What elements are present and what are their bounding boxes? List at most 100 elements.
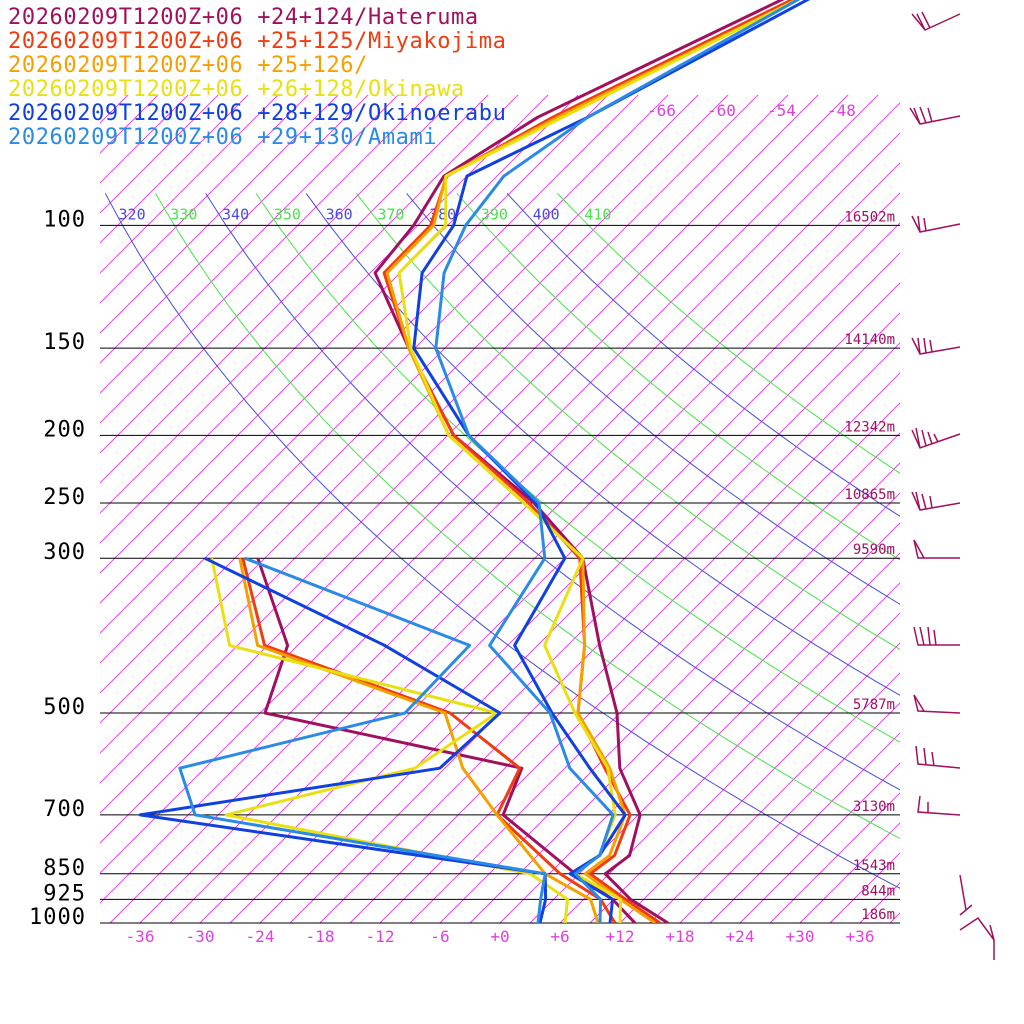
dry-adiabat [205,193,900,791]
theta-label: 360 [326,205,353,223]
height-label: 10865m [844,487,895,503]
dewpoint-line [138,556,548,923]
wind-barb [911,427,961,449]
pressure-label: 300 [43,540,86,565]
wind-barb [913,539,960,559]
pressure-lines [100,224,900,924]
height-label: 1543m [853,858,895,874]
wind-barb [915,745,961,769]
wind-barbs [909,11,995,960]
dry-adiabat [104,193,900,889]
wind-barb [913,694,961,714]
height-label: 12342m [844,419,895,435]
isotherm [0,0,5,923]
temperature-label: -30 [186,927,215,946]
pressure-label: 250 [43,485,86,510]
height-label: 186m [861,907,895,923]
isotherm [100,95,309,304]
isotherm [100,95,369,364]
dry-adiabat [356,193,900,650]
isotherm-label: -66 [647,101,676,120]
pressure-label: 1000 [29,905,86,930]
temperature-label: +36 [846,927,875,946]
dewpoint-line [238,557,600,923]
temperature-label: +18 [666,927,695,946]
wind-barb [959,916,995,960]
height-label: 14140m [844,332,895,348]
height-label: 16502m [844,209,895,225]
isotherm [799,822,900,923]
isotherm [889,912,900,923]
legend-entry: 20260209T1200Z+06 +25+126/ [8,53,368,78]
isotherm [469,492,900,923]
isotherm-label: -54 [767,101,796,120]
wind-barb [909,106,961,125]
theta-label: 330 [170,205,197,223]
pressure-label: 925 [43,881,86,906]
temperature-line [382,0,795,923]
theta-label: 410 [584,205,611,223]
temperature-label: +6 [550,927,569,946]
theta-label: 370 [377,205,404,223]
isotherm-label: -48 [827,101,856,120]
legend-entry: 20260209T1200Z+06 +25+125/Miyakojima [8,29,506,54]
legend-entry: 20260209T1200Z+06 +29+130/Amami [8,125,437,150]
dry-adiabat [406,193,900,605]
isotherm [100,95,429,424]
pressure-label: 200 [43,417,86,442]
pressure-label: 700 [43,797,86,822]
legend: 20260209T1200Z+06 +24+124/Hateruma202602… [8,5,506,150]
dewpoint-line [210,557,570,923]
pressure-label: 150 [43,330,86,355]
dry-adiabat [506,193,900,517]
legend-entry: 20260209T1200Z+06 +24+124/Hateruma [8,5,479,30]
legend-entry: 20260209T1200Z+06 +28+129/Okinoerabu [8,101,506,126]
dry-adiabat [456,193,900,561]
theta-label: 320 [119,205,146,223]
height-label: 9590m [853,542,895,558]
isotherm [100,95,399,394]
temperature-line [385,0,800,923]
isotherm [100,95,219,214]
isotherm [769,792,900,923]
isotherm [950,0,1024,923]
height-label: 844m [861,883,895,899]
isotherm [499,522,900,923]
legend-entry: 20260209T1200Z+06 +26+128/Okinawa [8,77,465,102]
height-label: 5787m [853,697,895,713]
isotherm [859,882,900,923]
temperature-line [434,0,801,923]
isotherm [100,95,279,274]
isotherm-label: -60 [707,101,736,120]
wind-barb [911,337,961,355]
theta-label: 350 [274,205,301,223]
temperature-label: +30 [786,927,815,946]
axis-labels: 320 330 340 350 360 370 380 390 400 410-66 -60 -54-… [29,101,895,946]
temperature-label: -24 [246,927,275,946]
temperature-label: +24 [726,927,755,946]
theta-label: 400 [533,205,560,223]
temperature-label: -18 [306,927,335,946]
isotherm [559,582,900,923]
temperature-label: -6 [430,927,449,946]
pressure-label: 850 [43,856,86,881]
pressure-label: 500 [43,695,86,720]
isotherm [100,95,339,334]
isotherm [829,852,900,923]
dewpoint-line [178,556,547,923]
wind-barb [911,11,961,31]
pressure-label: 100 [43,207,86,232]
isotherm [920,0,1024,923]
height-label: 3130m [853,799,895,815]
temperature-label: -36 [126,927,155,946]
dry-adiabat [305,193,900,696]
theta-label: 390 [481,205,508,223]
dry-adiabat [255,193,900,743]
isotherm [649,672,900,923]
dry-adiabat [155,193,900,840]
isotherm [709,732,900,923]
wind-barb [913,626,960,646]
wind-barb [911,491,961,511]
isotherm [619,642,900,923]
